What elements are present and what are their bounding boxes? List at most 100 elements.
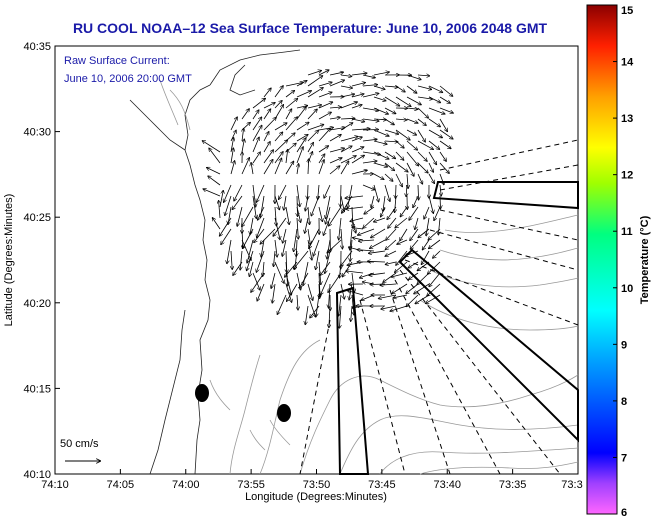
y-axis-label: Latitude (Degrees:Minutes)	[3, 194, 15, 327]
current-vector	[427, 283, 441, 296]
current-vector	[329, 135, 341, 142]
current-vector	[439, 140, 451, 149]
current-vector	[271, 272, 276, 288]
current-vector	[417, 75, 429, 76]
current-vector	[352, 228, 364, 229]
x-tick-label: 73:55	[237, 479, 265, 491]
current-vector	[285, 109, 292, 120]
current-vector	[373, 129, 389, 136]
current-vector	[417, 272, 430, 284]
current-vector	[406, 140, 417, 150]
current-vector	[263, 150, 273, 164]
current-vector	[400, 228, 408, 241]
current-vector	[384, 118, 394, 125]
colorbar	[586, 4, 618, 515]
current-vector	[395, 85, 405, 92]
current-vector	[273, 217, 287, 236]
current-vector	[429, 239, 441, 249]
current-vector	[426, 217, 430, 236]
current-vector	[326, 195, 331, 218]
current-vector	[395, 195, 396, 212]
current-vector	[237, 206, 243, 226]
current-vector	[348, 184, 353, 208]
current-vector	[279, 184, 287, 199]
current-vector	[391, 272, 408, 277]
current-vector	[326, 206, 331, 224]
x-tick-label: 73:3	[561, 479, 582, 491]
current-vector	[340, 283, 344, 299]
current-vector	[318, 160, 324, 175]
current-vector	[346, 271, 364, 274]
current-vector	[395, 151, 404, 160]
current-vector	[373, 151, 389, 159]
current-vector	[439, 173, 444, 185]
current-vector	[362, 151, 380, 155]
colorbar-tick-label: 15	[621, 5, 633, 17]
current-vector	[219, 191, 223, 208]
current-vector	[370, 284, 386, 285]
current-vector	[285, 283, 292, 302]
current-vector	[231, 250, 232, 269]
current-vector	[352, 206, 353, 227]
current-vector	[428, 118, 440, 127]
current-vector	[257, 184, 265, 202]
current-vector	[208, 176, 221, 186]
current-vector	[285, 272, 291, 295]
current-vector	[274, 239, 277, 257]
current-vector	[381, 305, 397, 309]
current-vector	[373, 119, 386, 120]
current-vector	[426, 294, 441, 303]
current-vector	[263, 118, 276, 131]
current-vector	[351, 272, 354, 292]
current-vector	[252, 126, 262, 142]
current-vector	[362, 139, 377, 141]
current-vector	[285, 206, 289, 224]
current-vector	[257, 217, 265, 237]
current-vector	[380, 284, 397, 285]
current-vector	[274, 101, 282, 109]
current-vector	[250, 217, 254, 234]
current-vector	[424, 206, 430, 219]
current-vector	[350, 217, 364, 221]
current-vector	[263, 142, 270, 153]
current-vector	[252, 99, 265, 109]
current-vector	[263, 261, 264, 276]
current-vector	[340, 86, 352, 88]
current-vector	[351, 155, 364, 164]
current-vector	[370, 239, 386, 248]
current-vector	[362, 74, 375, 78]
current-vector	[329, 148, 344, 153]
current-vector	[252, 184, 256, 207]
current-vector	[203, 189, 221, 197]
current-vector	[207, 168, 221, 175]
current-vector	[406, 294, 419, 306]
current-vector	[428, 151, 436, 164]
current-vector	[428, 228, 441, 240]
current-vector	[397, 239, 408, 244]
current-vector	[249, 261, 254, 276]
current-vector	[415, 217, 419, 229]
current-vector	[438, 217, 440, 235]
current-vector	[233, 261, 243, 275]
current-vector	[362, 93, 379, 98]
x-tick-label: 73:35	[499, 479, 527, 491]
current-vector	[329, 283, 331, 308]
current-vector	[303, 261, 309, 285]
current-vector	[283, 228, 287, 243]
current-vector	[328, 272, 342, 292]
current-vector	[395, 119, 407, 120]
current-vector	[274, 159, 282, 175]
current-vector	[318, 206, 322, 221]
current-vector	[362, 161, 377, 163]
current-vector	[362, 107, 378, 111]
current-vector	[406, 184, 407, 196]
y-tick-label: 40:10	[23, 469, 51, 481]
current-vector	[263, 109, 271, 120]
current-vector	[241, 109, 249, 120]
current-vector	[224, 184, 232, 202]
current-vector	[384, 151, 395, 159]
current-vector	[324, 184, 331, 198]
current-vector	[318, 82, 332, 87]
current-vector	[439, 162, 449, 173]
current-vector	[406, 118, 418, 123]
